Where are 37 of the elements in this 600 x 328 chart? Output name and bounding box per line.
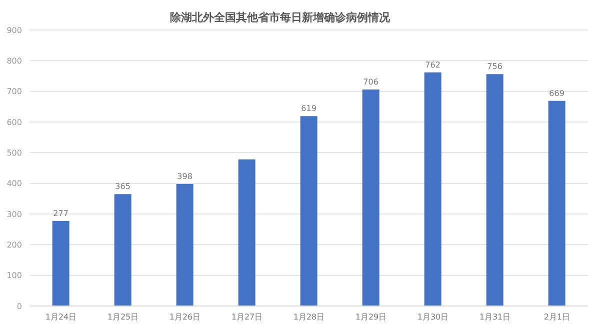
y-tick-label: 800 (6, 56, 22, 66)
chart-title: 除湖北外全国其他省市每日新增确诊病例情况 (169, 10, 391, 25)
data-label: 619 (301, 104, 316, 114)
data-label: 756 (487, 62, 502, 72)
bar (362, 89, 380, 306)
y-tick-label: 200 (6, 240, 22, 250)
x-tick-label: 1月25日 (107, 312, 139, 322)
x-tick-label: 1月24日 (45, 312, 77, 322)
data-label: 762 (425, 60, 440, 70)
x-tick-label: 1月27日 (231, 312, 263, 322)
data-label: 398 (177, 172, 192, 181)
bar (176, 184, 194, 306)
x-tick-label: 2月1日 (544, 312, 570, 322)
data-label: 706 (363, 77, 378, 86)
y-tick-label: 100 (6, 271, 22, 280)
x-tick-label: 1月30日 (417, 312, 449, 322)
x-tick-label: 1月29日 (355, 312, 387, 322)
y-tick-label: 900 (6, 26, 22, 35)
bar (114, 194, 132, 306)
y-tick-label: 300 (6, 210, 22, 219)
x-tick-label: 1月31日 (479, 312, 511, 322)
y-tick-label: 0 (16, 302, 22, 311)
data-label: 277 (53, 209, 68, 218)
bar (300, 116, 318, 306)
bar (424, 72, 442, 306)
x-tick-label: 1月28日 (293, 312, 325, 322)
data-label: 365 (115, 182, 130, 192)
y-tick-label: 400 (6, 179, 22, 188)
bar (548, 100, 566, 306)
y-tick-label: 700 (6, 87, 22, 96)
y-tick-label: 600 (6, 118, 22, 127)
data-label: 669 (549, 88, 564, 98)
x-tick-label: 1月26日 (169, 312, 201, 322)
bar (52, 221, 70, 306)
y-tick-label: 500 (6, 148, 22, 158)
bar (486, 74, 504, 306)
bar (238, 159, 256, 306)
